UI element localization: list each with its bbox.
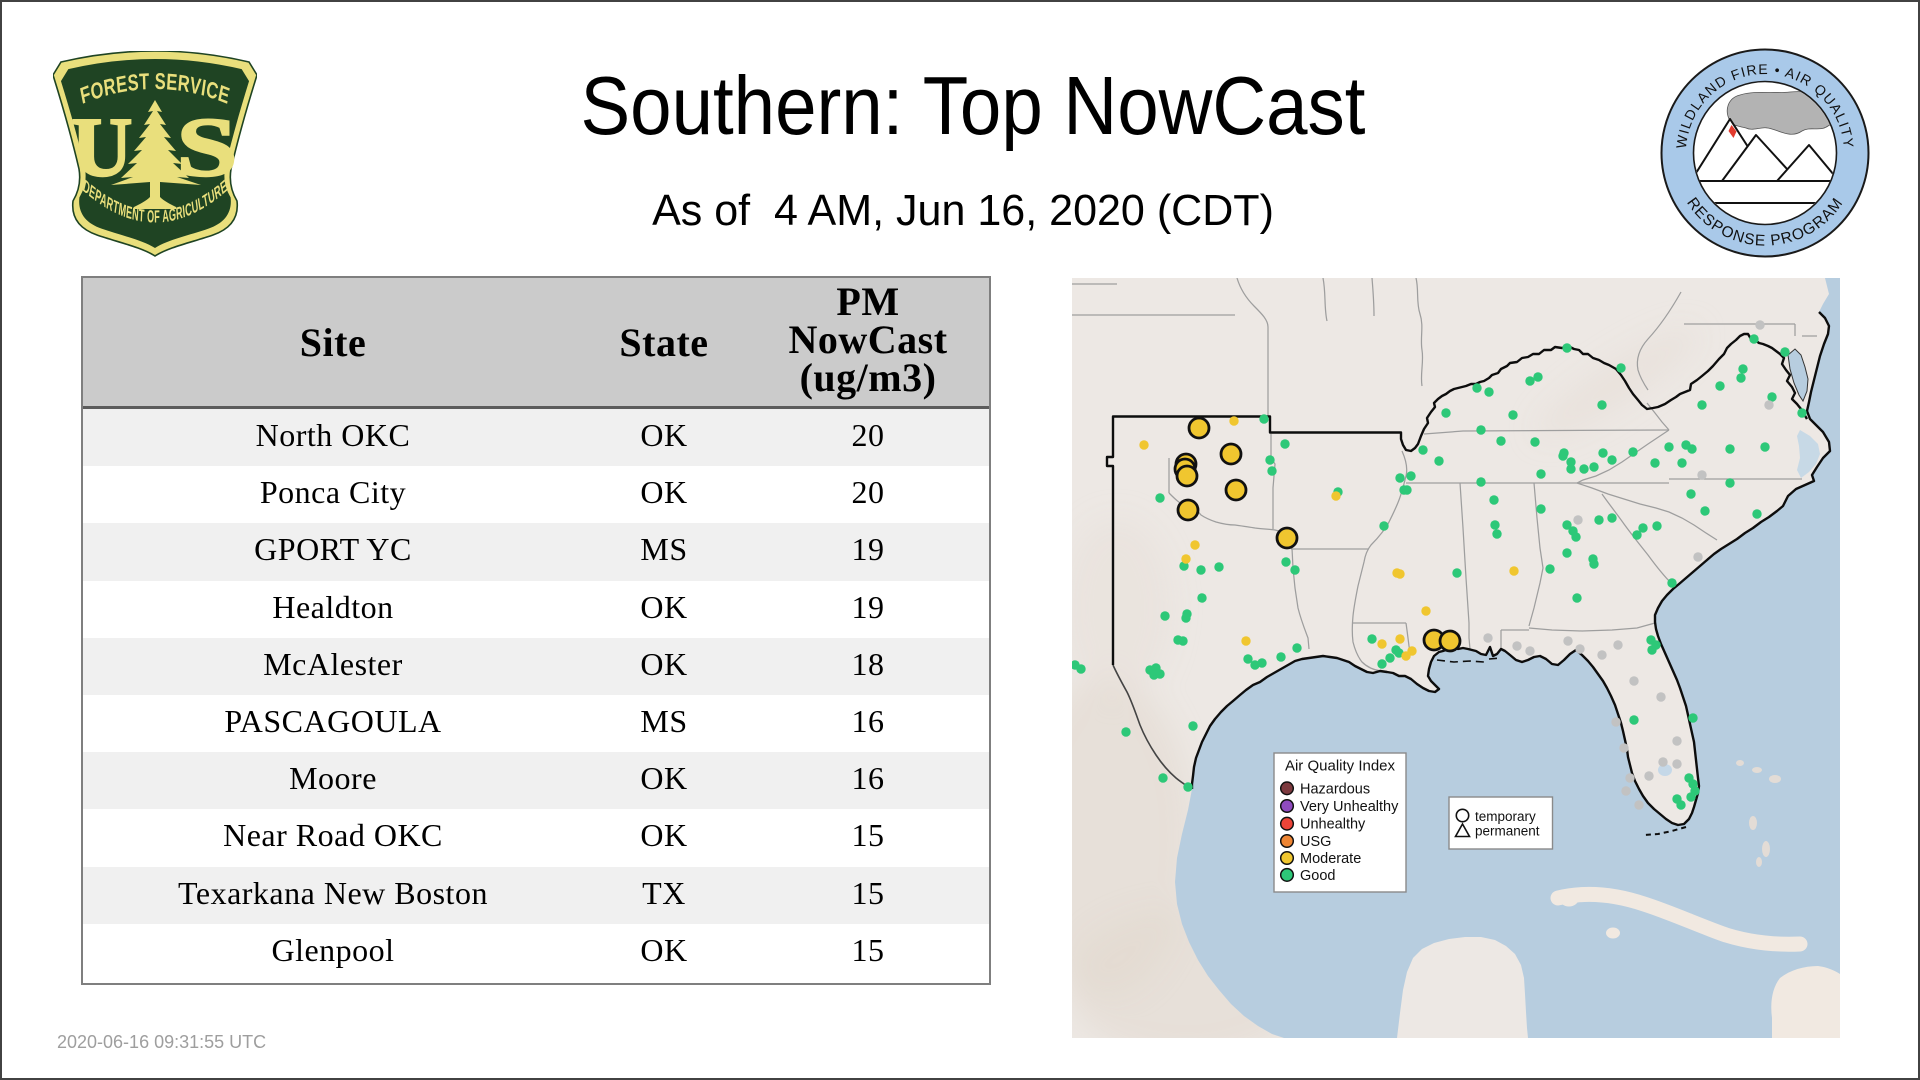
svg-text:Moderate: Moderate (1300, 851, 1361, 867)
svg-text:permanent: permanent (1475, 824, 1540, 839)
svg-text:Good: Good (1300, 868, 1335, 884)
svg-text:Air Quality Index: Air Quality Index (1285, 758, 1396, 775)
svg-text:Hazardous: Hazardous (1300, 781, 1370, 797)
svg-text:U: U (72, 101, 133, 194)
svg-text:Very Unhealthy: Very Unhealthy (1300, 799, 1399, 815)
svg-text:USG: USG (1300, 834, 1331, 850)
svg-text:temporary: temporary (1475, 809, 1536, 824)
svg-text:S: S (177, 101, 238, 194)
svg-text:Unhealthy: Unhealthy (1300, 817, 1366, 833)
